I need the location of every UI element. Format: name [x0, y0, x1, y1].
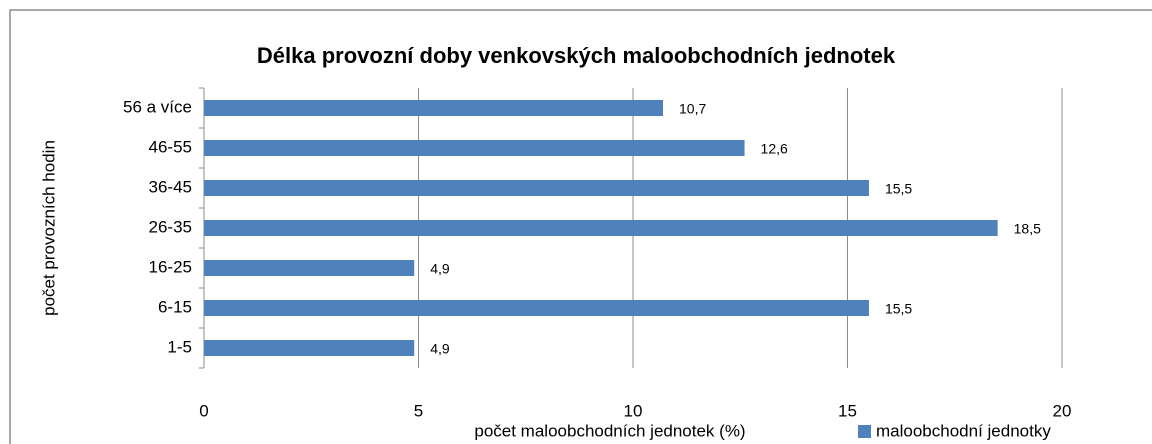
x-axis-label: počet maloobchodních jednotek (%) — [474, 421, 745, 440]
y-tick-label: 1-5 — [167, 337, 192, 356]
bar — [204, 260, 415, 276]
y-tick-label: 36-45 — [149, 177, 192, 196]
legend-swatch — [858, 425, 871, 438]
y-tick-label: 46-55 — [149, 137, 192, 156]
bar — [204, 300, 869, 316]
bar — [204, 220, 998, 236]
legend-label: maloobchodní jednotky — [876, 421, 1051, 440]
x-tick-label: 5 — [414, 401, 423, 420]
y-axis-label: počet provozních hodin — [39, 140, 58, 316]
value-label: 4,9 — [430, 341, 450, 357]
x-tick-label: 0 — [199, 401, 208, 420]
value-label: 10,7 — [679, 101, 706, 117]
value-label: 15,5 — [885, 181, 912, 197]
y-tick-label: 6-15 — [158, 297, 192, 316]
bar — [204, 140, 745, 156]
chart-title: Délka provozní doby venkovských maloobch… — [257, 43, 896, 68]
y-tick-label: 26-35 — [149, 217, 192, 236]
bar — [204, 100, 664, 116]
x-tick-label: 15 — [838, 401, 857, 420]
y-tick-label: 56 a více — [123, 97, 192, 116]
x-tick-label: 10 — [624, 401, 643, 420]
value-label: 18,5 — [1014, 221, 1041, 237]
value-label: 12,6 — [761, 141, 788, 157]
value-label: 15,5 — [885, 301, 912, 317]
bar — [204, 180, 869, 196]
y-tick-label: 16-25 — [149, 257, 192, 276]
bar — [204, 340, 415, 356]
x-tick-label: 20 — [1053, 401, 1072, 420]
value-label: 4,9 — [430, 261, 450, 277]
